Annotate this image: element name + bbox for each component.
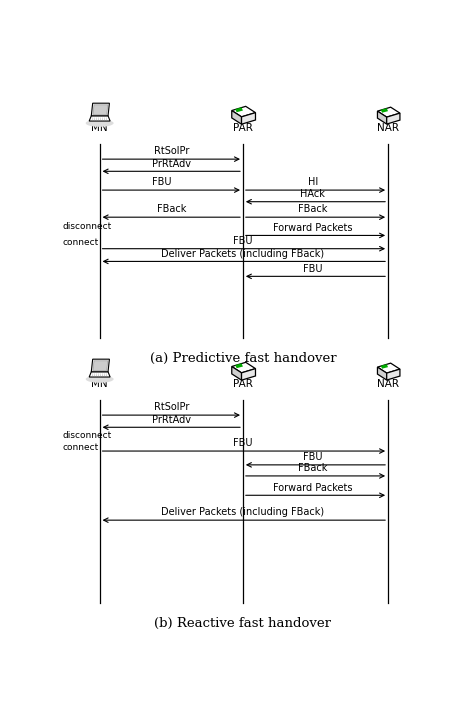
Polygon shape [89,372,110,377]
Text: FBU: FBU [152,177,172,187]
Ellipse shape [98,373,99,375]
Polygon shape [377,363,400,373]
Text: NAR: NAR [377,379,399,389]
Ellipse shape [86,376,114,383]
Ellipse shape [104,119,105,120]
Polygon shape [387,113,400,124]
Text: Deliver Packets (including FBack): Deliver Packets (including FBack) [161,508,325,518]
Polygon shape [235,363,243,368]
Text: disconnect: disconnect [63,431,112,440]
Ellipse shape [94,373,95,375]
Ellipse shape [106,119,107,120]
Polygon shape [235,108,243,112]
Text: (a) Predictive fast handover: (a) Predictive fast handover [150,352,336,365]
Ellipse shape [102,119,103,120]
Ellipse shape [96,373,97,375]
Polygon shape [381,108,388,113]
Polygon shape [93,361,108,370]
Ellipse shape [92,119,93,120]
Ellipse shape [106,373,107,375]
Ellipse shape [92,373,93,375]
Ellipse shape [102,373,103,375]
Polygon shape [232,363,255,373]
Text: HI: HI [308,177,318,187]
Text: FBU: FBU [303,452,322,462]
Polygon shape [377,367,387,380]
Text: MN: MN [91,379,108,389]
Text: connect: connect [63,238,99,246]
Polygon shape [377,111,387,124]
Ellipse shape [98,119,99,120]
Polygon shape [91,359,109,372]
Text: PrRtAdv: PrRtAdv [152,414,191,424]
Text: PAR: PAR [233,123,253,134]
Text: FBU: FBU [233,438,253,448]
Text: FBack: FBack [298,463,328,473]
Ellipse shape [94,119,95,120]
Ellipse shape [86,119,114,127]
Text: MN: MN [91,123,108,134]
Ellipse shape [104,373,105,375]
Text: PrRtAdv: PrRtAdv [152,159,191,169]
Ellipse shape [100,119,101,120]
Polygon shape [242,113,255,124]
Polygon shape [232,111,242,124]
Polygon shape [232,366,242,380]
Text: connect: connect [63,443,99,452]
Polygon shape [93,105,108,115]
Polygon shape [242,368,255,380]
Text: FBack: FBack [156,205,186,215]
Text: Forward Packets: Forward Packets [273,223,353,233]
Text: NAR: NAR [377,123,399,134]
Text: PAR: PAR [233,379,253,389]
Text: Deliver Packets (including FBack): Deliver Packets (including FBack) [161,248,325,258]
Text: HAck: HAck [301,189,325,199]
Polygon shape [91,103,109,116]
Ellipse shape [96,119,97,120]
Text: FBack: FBack [298,205,328,215]
Text: Forward Packets: Forward Packets [273,482,353,493]
Text: FBU: FBU [303,264,322,274]
Text: FBU: FBU [233,236,253,246]
Polygon shape [377,107,400,117]
Text: disconnect: disconnect [63,222,112,230]
Polygon shape [381,364,388,369]
Ellipse shape [100,373,101,375]
Text: (b) Reactive fast handover: (b) Reactive fast handover [155,617,331,630]
Polygon shape [89,116,110,121]
Polygon shape [387,369,400,380]
Polygon shape [232,106,255,117]
Text: RtSolPr: RtSolPr [154,402,189,412]
Text: RtSolPr: RtSolPr [154,146,189,157]
